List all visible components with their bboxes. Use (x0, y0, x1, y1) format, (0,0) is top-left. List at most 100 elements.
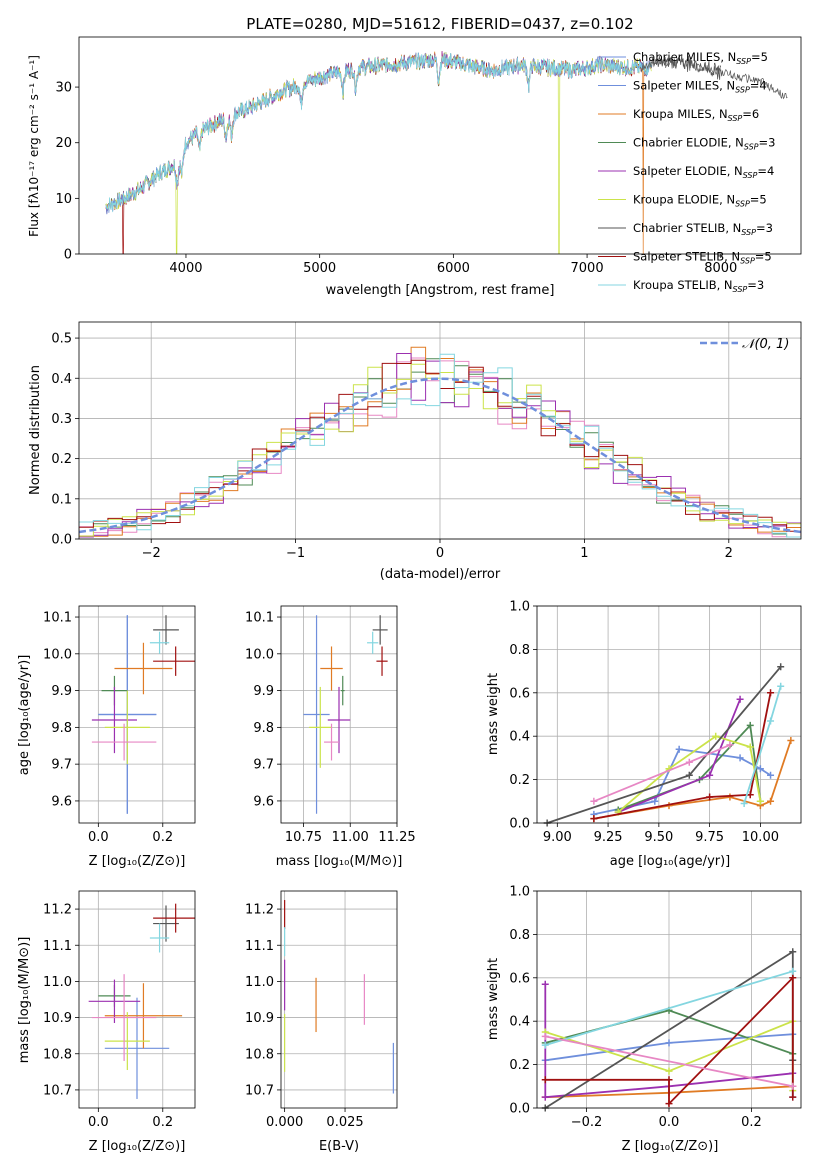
residuals-ytick-label: 0.4 (51, 372, 72, 387)
age-vs-mass-ytick-label: 10.0 (245, 647, 274, 662)
mass-vs-ebv-xtick-label: 0.025 (326, 1115, 363, 1130)
spectrum-ytick-label: 10 (55, 192, 72, 207)
legend-entry: Chabrier MILES, NSSP=5 (633, 50, 768, 66)
residuals-xtick-label: 2 (725, 546, 733, 561)
residuals-ytick-label: 0.2 (51, 452, 72, 467)
residuals-ytick-label: 0.0 (51, 533, 72, 548)
age-vs-mass-panel: 10.75 11.00 11.25 9.6 9.7 9.8 9.9 10.0 10.1 mass… (245, 605, 416, 869)
weight-vs-z-frame (536, 890, 802, 1109)
weight-marker (740, 799, 748, 807)
weight-vs-age-xtick-label: 9.25 (594, 830, 623, 845)
reference-legend-label: 𝒩(0, 1) (742, 337, 789, 352)
spectrum-ylabel: Flux [fλ10⁻¹⁷ erg cm⁻² s⁻¹ A⁻¹] (27, 55, 41, 237)
weight-marker (541, 1093, 549, 1101)
weight-marker (726, 741, 734, 749)
weight-vs-z-xtick-label: −0.2 (571, 1115, 603, 1130)
weight-line (593, 692, 772, 820)
errorbar-point (104, 1012, 150, 1071)
legend-entry: Salpeter ELODIE, NSSP=4 (633, 164, 774, 180)
residuals-legend: 𝒩(0, 1) (700, 337, 789, 352)
errorbar-point (153, 615, 179, 645)
legend-entry: Chabrier STELIB, NSSP=3 (633, 221, 773, 237)
weight-vs-age-frame (536, 605, 802, 824)
age-vs-z-ytick-label: 10.0 (43, 647, 72, 662)
mass-vs-z-ytick-label: 11.0 (43, 975, 72, 990)
residuals-xtick-label: −1 (286, 546, 305, 561)
mass-vs-ebv-ytick-label: 10.7 (245, 1083, 274, 1098)
mass-vs-ebv-ytick-label: 10.8 (245, 1047, 274, 1062)
residuals-frame (78, 321, 802, 540)
weight-vs-z-ytick-label: 0.0 (509, 1102, 530, 1117)
weight-marker (756, 797, 764, 805)
weight-marker (590, 797, 598, 805)
mass-vs-ebv-ytick-label: 11.1 (245, 939, 274, 954)
weight-marker (651, 797, 659, 805)
weight-marker (736, 695, 744, 703)
legend-entry: Kroupa STELIB, NSSP=3 (633, 278, 764, 294)
age-vs-mass-ytick-label: 9.8 (253, 721, 274, 736)
weight-vs-z-panel: −0.2 0.0 0.2 0.0 0.2 0.4 0.6 0.8 1.0 Z [log₁₀(Z/… (486, 885, 802, 1154)
weight-vs-age-xtick-label: 9.75 (695, 830, 724, 845)
mass-vs-ebv-xtick-label: 0.000 (266, 1115, 303, 1130)
mass-vs-ebv-xlabel: E(B-V) (319, 1139, 359, 1154)
weight-marker (777, 682, 785, 690)
weight-vs-age-xtick-label: 10.00 (742, 830, 779, 845)
weight-marker (756, 765, 764, 773)
weight-vs-age-ytick-label: 0.4 (509, 730, 530, 745)
errorbar-point (91, 723, 157, 761)
weight-marker (767, 797, 775, 805)
errorbar-point (153, 646, 195, 676)
errorbar-point (324, 723, 339, 761)
weight-vs-z-xlabel: Z [log₁₀(Z/Z⊙)] (622, 1139, 719, 1154)
age-vs-z-ytick-label: 9.6 (51, 794, 72, 809)
legend-entry: Kroupa ELODIE, NSSP=5 (633, 193, 767, 209)
mass-vs-z-ytick-label: 10.9 (43, 1011, 72, 1026)
weight-vs-z-xtick-label: 0.0 (659, 1115, 680, 1130)
mass-vs-z-ylabel: mass [log₁₀(M/M⊙)] (17, 937, 32, 1064)
weight-vs-age-panel: 9.00 9.25 9.50 9.75 10.000.00.20.40.60.81.0 … (486, 600, 802, 869)
age-vs-z-xtick-label: 0.2 (152, 830, 173, 845)
weight-marker (789, 967, 797, 975)
age-vs-z-frame (78, 605, 196, 824)
errorbar-point (149, 923, 170, 953)
weight-vs-z-ytick-label: 0.4 (509, 1015, 530, 1030)
age-vs-mass-ytick-label: 10.1 (245, 611, 274, 626)
weight-marker (767, 771, 775, 779)
weight-vs-age-ytick-label: 0.6 (509, 686, 530, 701)
weight-marker (746, 791, 754, 799)
mass-vs-ebv-frame (280, 890, 398, 1109)
weight-line (544, 984, 793, 1099)
residuals-xlabel: (data-model)/error (380, 567, 501, 582)
weight-marker (665, 1039, 673, 1047)
weight-vs-z-ytick-label: 0.2 (509, 1058, 530, 1073)
weight-vs-age-xtick-label: 9.50 (644, 830, 673, 845)
weight-vs-age-ytick-label: 1.0 (509, 600, 530, 615)
errorbar-point (114, 642, 173, 695)
weight-marker (685, 758, 693, 766)
weight-marker (777, 663, 785, 671)
age-vs-z-ytick-label: 9.9 (51, 684, 72, 699)
weight-marker (789, 1082, 797, 1090)
weight-vs-z-ytick-label: 1.0 (509, 885, 530, 900)
age-vs-z-ytick-label: 9.8 (51, 721, 72, 736)
age-vs-z-ylabel: age [log₁₀(age/yr)] (17, 655, 32, 776)
weight-marker (665, 1100, 673, 1108)
mass-vs-z-frame (78, 890, 196, 1109)
legend-entry: Salpeter STELIB, NSSP=5 (633, 250, 772, 266)
age-vs-z-xtick-label: 0.0 (88, 830, 109, 845)
weight-marker (706, 793, 714, 801)
weight-marker (541, 1032, 549, 1040)
weight-line (545, 1035, 793, 1088)
spectrum-ytick-label: 0 (64, 248, 72, 263)
spectrum-line-tail (640, 57, 788, 100)
residuals-xtick-label: 0 (436, 546, 444, 561)
legend-entry: Chabrier ELODIE, NSSP=3 (633, 136, 775, 152)
age-vs-mass-xtick-label: 11.00 (332, 830, 369, 845)
age-vs-mass-ytick-label: 9.6 (253, 794, 274, 809)
mass-vs-z-ytick-label: 10.8 (43, 1047, 72, 1062)
errorbar-point (367, 631, 379, 654)
mass-vs-ebv-ytick-label: 10.9 (245, 1011, 274, 1026)
age-vs-z-ytick-label: 9.7 (51, 758, 72, 773)
spectrum-line-kroupa-elodie (105, 52, 652, 254)
mass-vs-z-xtick-label: 0.0 (88, 1115, 109, 1130)
